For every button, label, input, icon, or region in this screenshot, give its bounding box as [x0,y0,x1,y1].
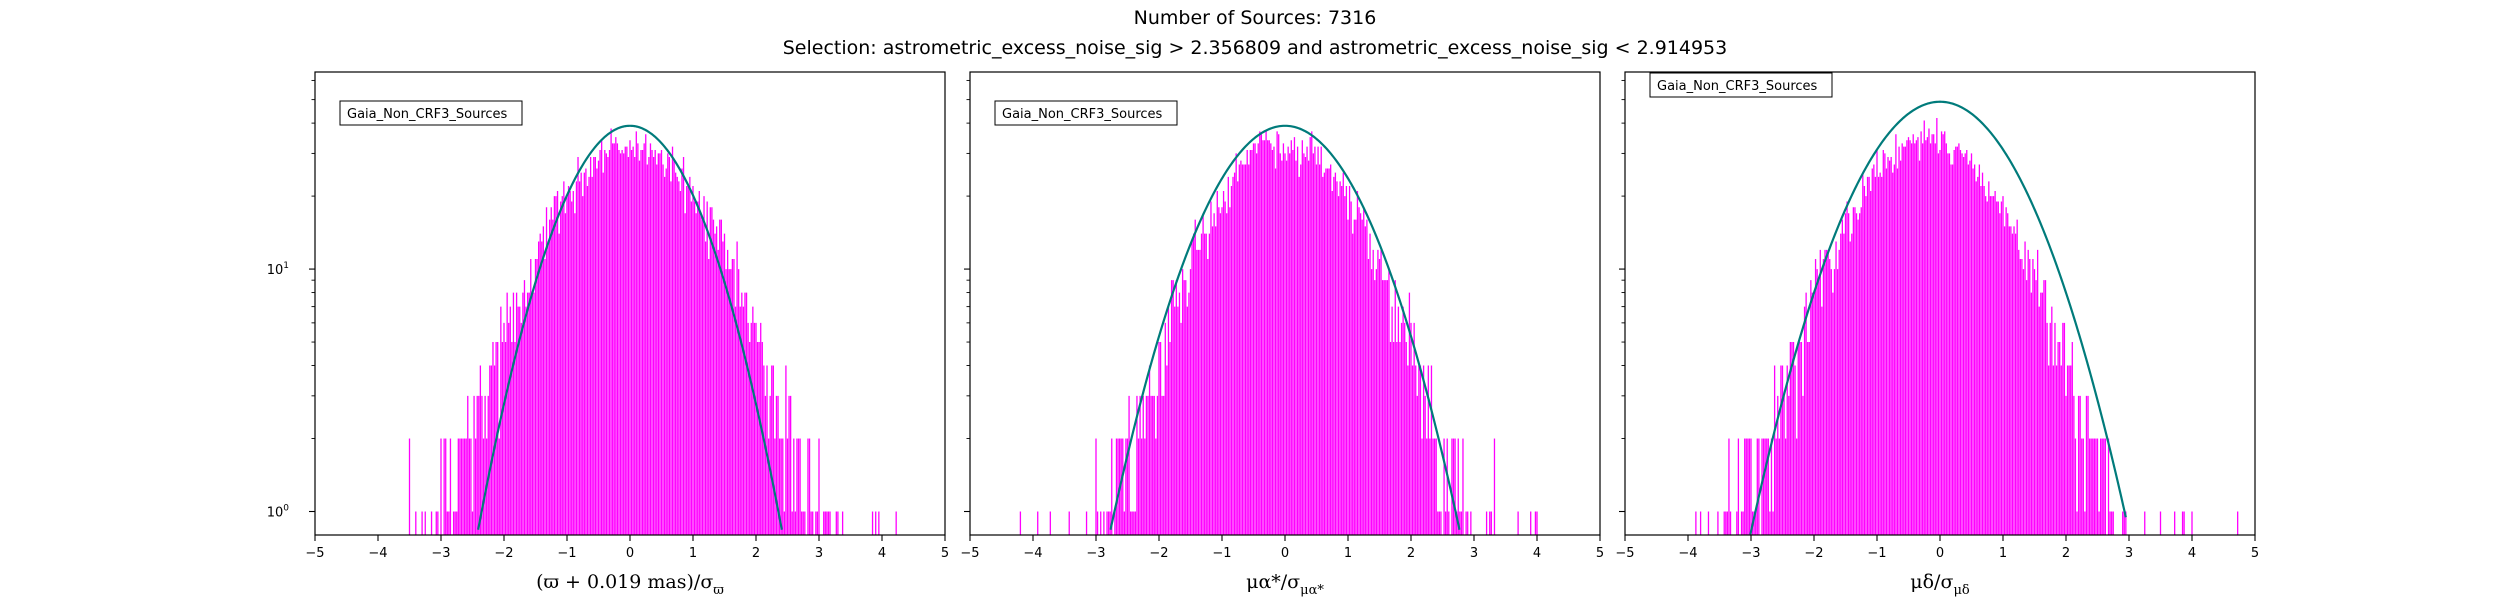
model-curve [1109,124,1461,530]
x-tick-label: −4 [1023,546,1042,561]
legend-label: Gaia_Non_CRF3_Sources [1657,79,1818,94]
x-tick-label: 2 [1407,546,1415,561]
x-axis-label: (ϖ + 0.019 mas)/σϖ [536,571,724,598]
legend-box [339,100,523,126]
x-axis-label-main: (ϖ + 0.019 mas)/σ [536,571,713,593]
x-tick-label: 5 [941,546,949,561]
x-axis-label-main: μα*/σ [1246,571,1300,593]
model-curve [477,124,783,530]
panels: −5 −4 −3 −2 −1 0 1 2 3 4 5100101Gaia_Non_CRF3_Sour… [267,71,2259,598]
x-tick-label: −2 [494,546,513,561]
panel-2: −5 −4 −3 −2 −1 0 1 2 3 4 5 Gaia_Non_CRF3_Sources μα*… [960,71,1604,598]
x-tick-label: 1 [1999,546,2007,561]
x-axis-label-subscript: μδ [1953,583,1969,598]
x-axis-label-subscript: μα* [1300,583,1324,598]
panel-1: −5 −4 −3 −2 −1 0 1 2 3 4 5 100 101 Gaia_Non_CRF3_Sour… [267,71,949,598]
x-tick-label: 2 [752,546,760,561]
model-curve [1749,100,2127,535]
x-tick-label: 5 [2251,546,2259,561]
x-tick-label: 0 [1281,546,1289,561]
x-tick-label: −5 [305,546,324,561]
figure-title: Number of Sources: 7316 [1134,7,1377,29]
histogram [1019,131,1538,535]
y-tick-label: 100 [267,504,290,521]
x-tick-label: −4 [1678,546,1697,561]
panel-3: −5 −4 −3 −2 −1 0 1 2 3 4 5 Gaia_Non_CRF3_Sources μδ/… [1615,71,2259,598]
x-tick-label: 4 [2188,546,2196,561]
x-tick-label: −3 [1741,546,1760,561]
histogram [1695,117,2239,535]
y-tick-label: 101 [267,261,289,278]
x-tick-label: −2 [1149,546,1168,561]
x-tick-label: −2 [1804,546,1823,561]
x-tick-label: −3 [1086,546,1105,561]
legend-label: Gaia_Non_CRF3_Sources [347,107,508,122]
legend-label: Gaia_Non_CRF3_Sources [1002,107,1163,122]
x-tick-label: 1 [1344,546,1352,561]
x-tick-label: −4 [368,546,387,561]
x-axis-label-subscript: ϖ [713,583,724,598]
legend-box [1649,72,1833,98]
x-tick-label: 3 [815,546,823,561]
x-tick-label: 1 [689,546,697,561]
figure-subtitle: Selection: astrometric_excess_noise_sig … [783,37,1727,59]
x-tick-label: 3 [1470,546,1478,561]
x-tick-label: 5 [1596,546,1604,561]
x-tick-label: 4 [878,546,886,561]
x-tick-label: −1 [1212,546,1231,561]
x-tick-label: 0 [626,546,634,561]
x-tick-label: −3 [431,546,450,561]
x-tick-label: 0 [1936,546,1944,561]
legend-box [994,100,1178,126]
x-axis-label-main: μδ/σ [1910,571,1953,593]
x-tick-label: 3 [2125,546,2133,561]
x-tick-label: 4 [1533,546,1541,561]
x-tick-label: 2 [2062,546,2070,561]
histogram [408,128,897,535]
x-axis-label: μα*/σμα* [1246,571,1324,598]
x-tick-label: −5 [960,546,979,561]
x-tick-label: −5 [1615,546,1634,561]
x-tick-label: −1 [557,546,576,561]
x-tick-label: −1 [1867,546,1886,561]
x-axis-label: μδ/σμδ [1910,571,1970,598]
